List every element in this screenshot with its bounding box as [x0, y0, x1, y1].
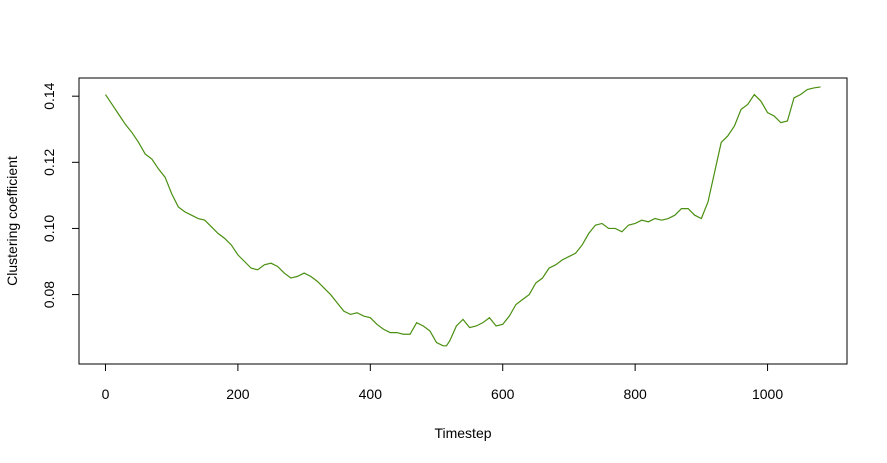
x-tick-label: 400: [359, 386, 383, 402]
y-axis-title: Clustering coefficient: [4, 156, 20, 286]
y-tick-label: 0.08: [41, 281, 57, 308]
y-axis: 0.08 0.10 0.12 0.14: [41, 82, 80, 308]
y-tick-label: 0.14: [41, 82, 57, 109]
x-tick-label: 200: [226, 386, 250, 402]
x-tick-label: 1000: [752, 386, 783, 402]
plot-frame: [78, 77, 848, 365]
x-axis: 0 200 400 600 800 1000: [102, 363, 783, 402]
x-tick-label: 0: [102, 386, 110, 402]
clustering-coefficient-line: [104, 86, 821, 347]
x-axis-title: Timestep: [434, 425, 491, 441]
y-tick-label: 0.10: [41, 215, 57, 242]
x-tick-label: 600: [491, 386, 515, 402]
y-tick-label: 0.12: [41, 148, 57, 175]
x-tick-label: 800: [623, 386, 647, 402]
